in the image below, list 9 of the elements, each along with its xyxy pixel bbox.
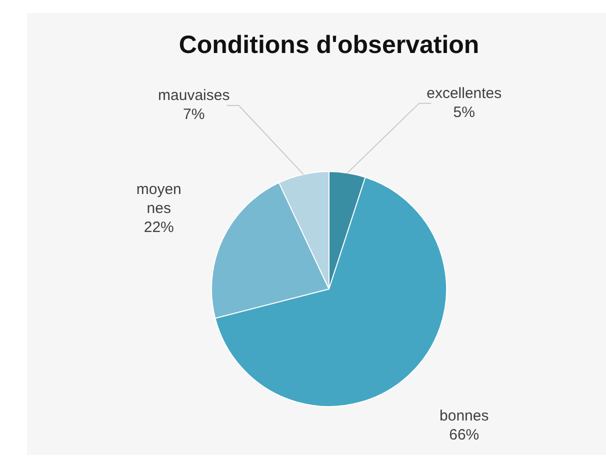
- data-label: 22%: [144, 219, 174, 236]
- chart-title: Conditions d'observation: [178, 30, 480, 59]
- data-label: 5%: [453, 104, 475, 121]
- data-label: 7%: [183, 106, 205, 124]
- data-label: 66%: [449, 426, 480, 444]
- slice-label: bonnes: [440, 408, 489, 425]
- slice-label: moyennes: [136, 181, 182, 218]
- slice-label: excellentes: [426, 84, 502, 102]
- slice-label: mauvaises: [158, 87, 230, 104]
